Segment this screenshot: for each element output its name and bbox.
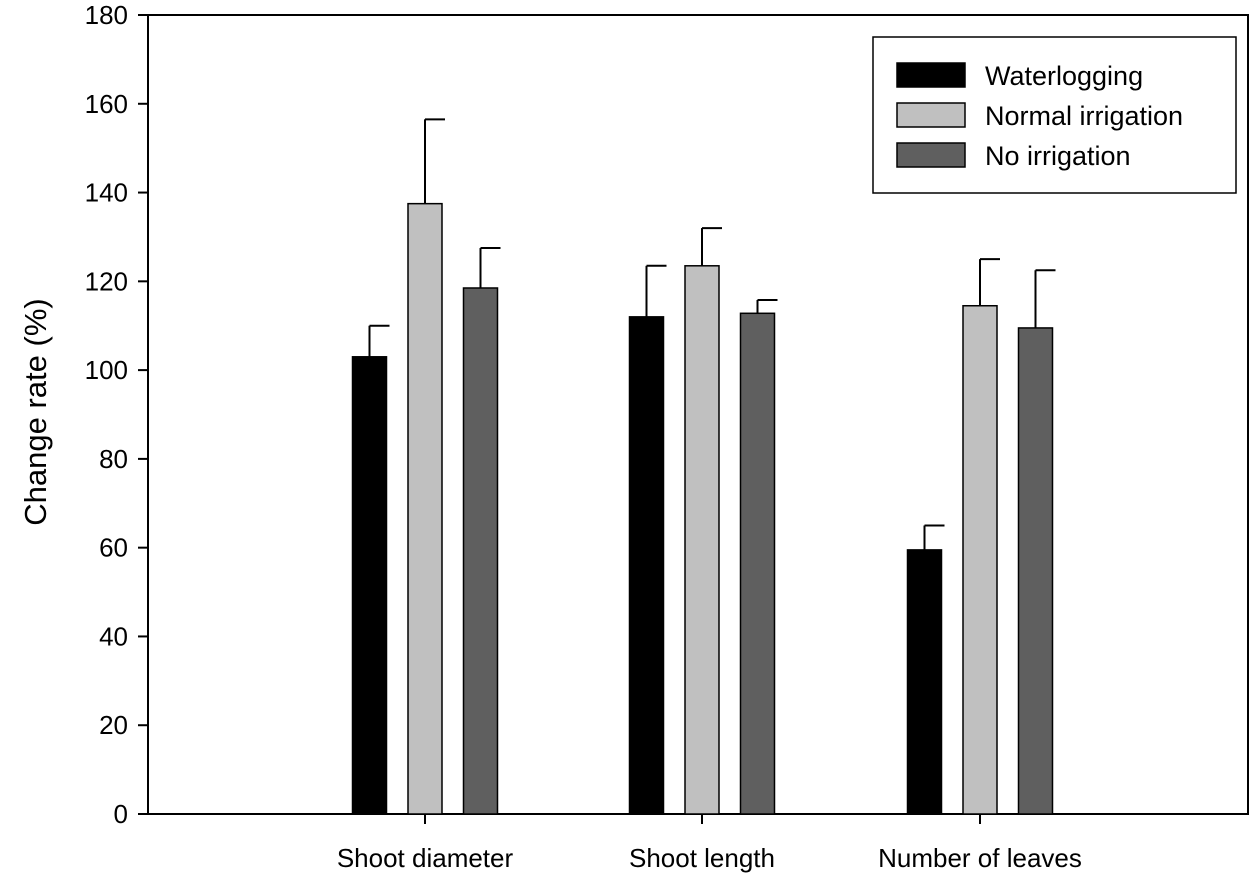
bar <box>739 312 776 815</box>
y-tick-label: 100 <box>85 355 128 385</box>
x-tick-label: Shoot length <box>629 843 775 873</box>
y-tick-label: 40 <box>99 621 128 651</box>
x-tick-label: Number of leaves <box>878 843 1082 873</box>
legend-swatch <box>896 142 966 168</box>
x-axis: Shoot diameter Shoot length Number of leav… <box>337 814 1082 873</box>
y-axis: 0 20 40 60 80 100 120 140 160 180 <box>85 0 148 829</box>
bar <box>351 356 388 815</box>
y-axis-title: Change rate (%) <box>18 298 53 525</box>
bar <box>1017 327 1054 815</box>
y-tick-label: 120 <box>85 266 128 296</box>
bar <box>407 202 443 815</box>
y-tick-label: 180 <box>85 0 128 30</box>
y-tick-label: 160 <box>85 89 128 119</box>
bar <box>962 304 998 815</box>
y-tick-label: 140 <box>85 178 128 208</box>
legend-swatch <box>896 62 966 88</box>
legend-label: Waterlogging <box>985 61 1143 91</box>
bar <box>906 549 943 815</box>
legend-swatch <box>896 102 966 128</box>
x-tick-label: Shoot diameter <box>337 843 514 873</box>
legend: Waterlogging Normal irrigation No irrigati… <box>872 36 1237 194</box>
bar <box>628 316 665 815</box>
y-tick-label: 20 <box>99 710 128 740</box>
bars <box>351 202 1054 815</box>
y-tick-label: 60 <box>99 533 128 563</box>
legend-label: No irrigation <box>985 141 1131 171</box>
legend-label: Normal irrigation <box>985 101 1183 131</box>
y-tick-label: 0 <box>114 799 128 829</box>
y-tick-label: 80 <box>99 444 128 474</box>
error-bars <box>368 118 1056 550</box>
bar <box>684 265 720 815</box>
bar <box>462 287 499 815</box>
